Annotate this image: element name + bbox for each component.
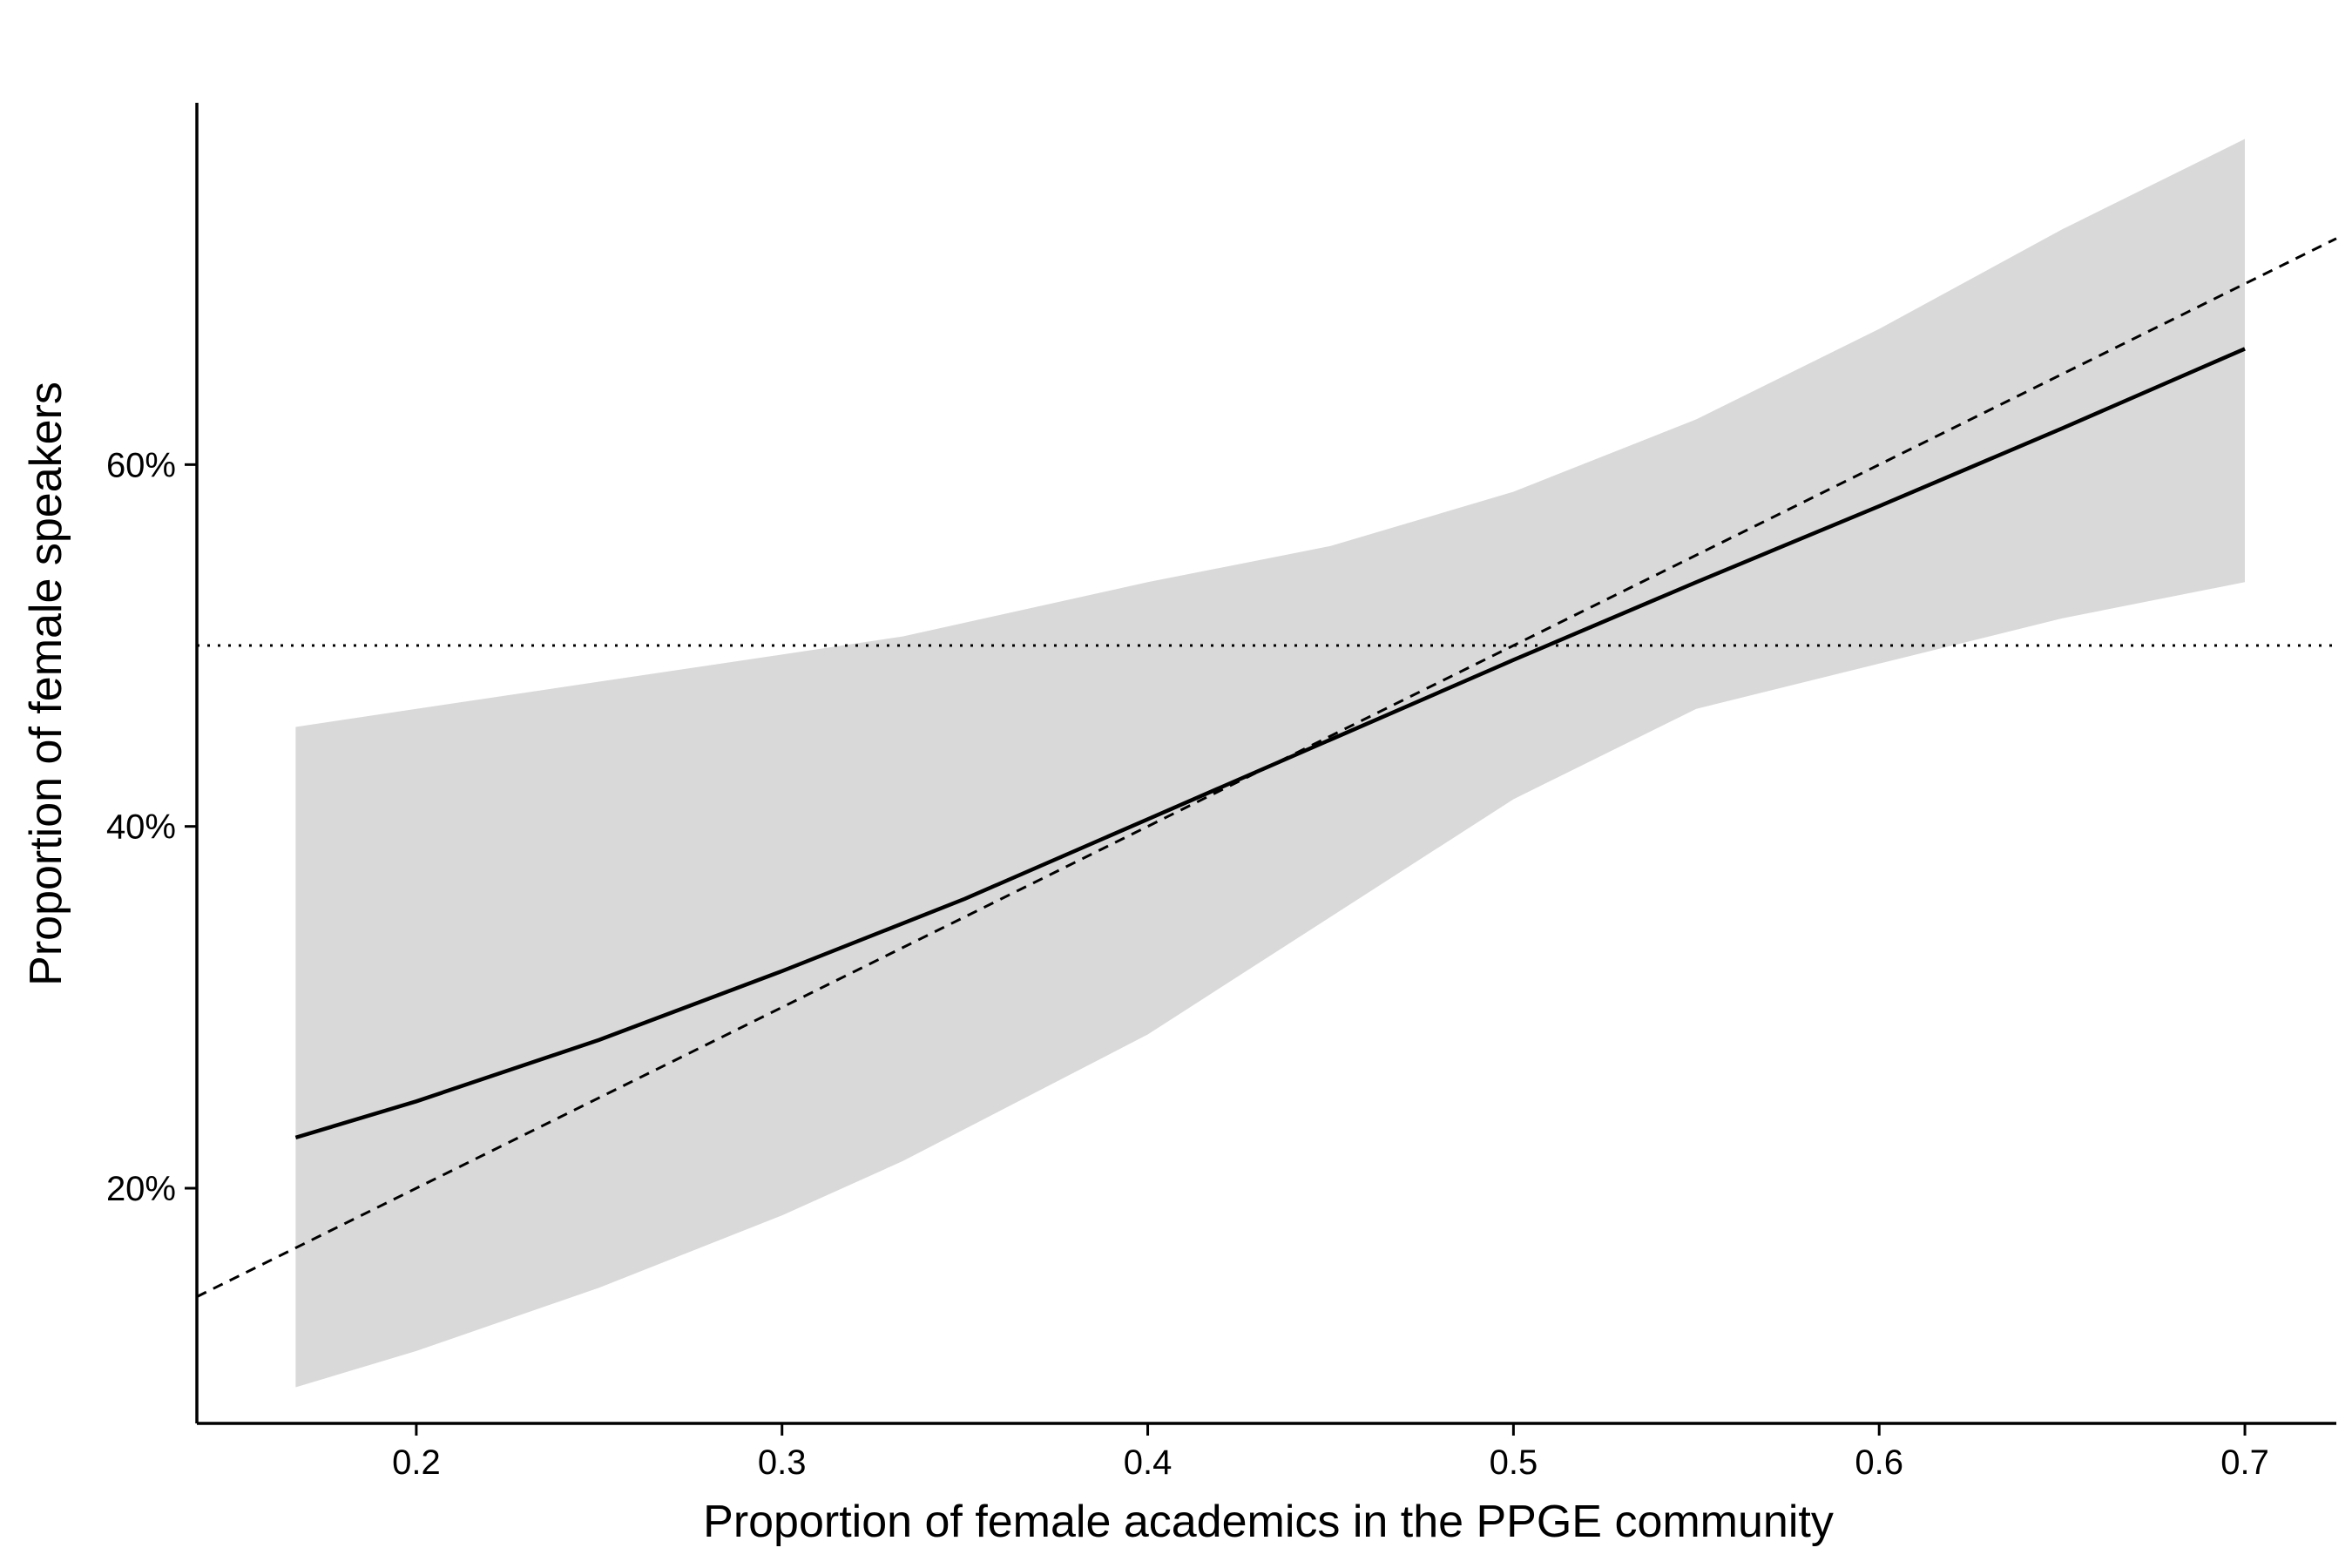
x-tick-label: 0.2 xyxy=(392,1443,441,1482)
x-tick-label: 0.7 xyxy=(2220,1443,2269,1482)
fitted-line xyxy=(294,347,2246,1140)
x-tick-label: 0.4 xyxy=(1124,1443,1173,1482)
x-axis-ticks: 0.2 0.3 0.4 0.5 0.6 0.7 xyxy=(392,1423,2269,1482)
x-tick-label: 0.6 xyxy=(1855,1443,1903,1482)
y-tick-label: 20% xyxy=(106,1170,176,1208)
x-tick-label: 0.3 xyxy=(758,1443,807,1482)
x-axis-title: Proportion of female academics in the PP… xyxy=(703,1497,1834,1547)
identity-dashed-line xyxy=(196,237,2337,1298)
axes: 0.2 0.3 0.4 0.5 0.6 0.7 20% 40% 60% xyxy=(106,103,2336,1482)
y-axis-ticks: 20% 40% 60% xyxy=(106,446,197,1208)
y-axis-title: Proportion of female speakers xyxy=(21,382,71,986)
y-tick-label: 60% xyxy=(106,446,176,484)
x-tick-label: 0.5 xyxy=(1490,1443,1538,1482)
plot-area xyxy=(196,139,2337,1388)
confidence-band xyxy=(295,139,2246,1388)
y-tick-label: 40% xyxy=(106,808,176,847)
